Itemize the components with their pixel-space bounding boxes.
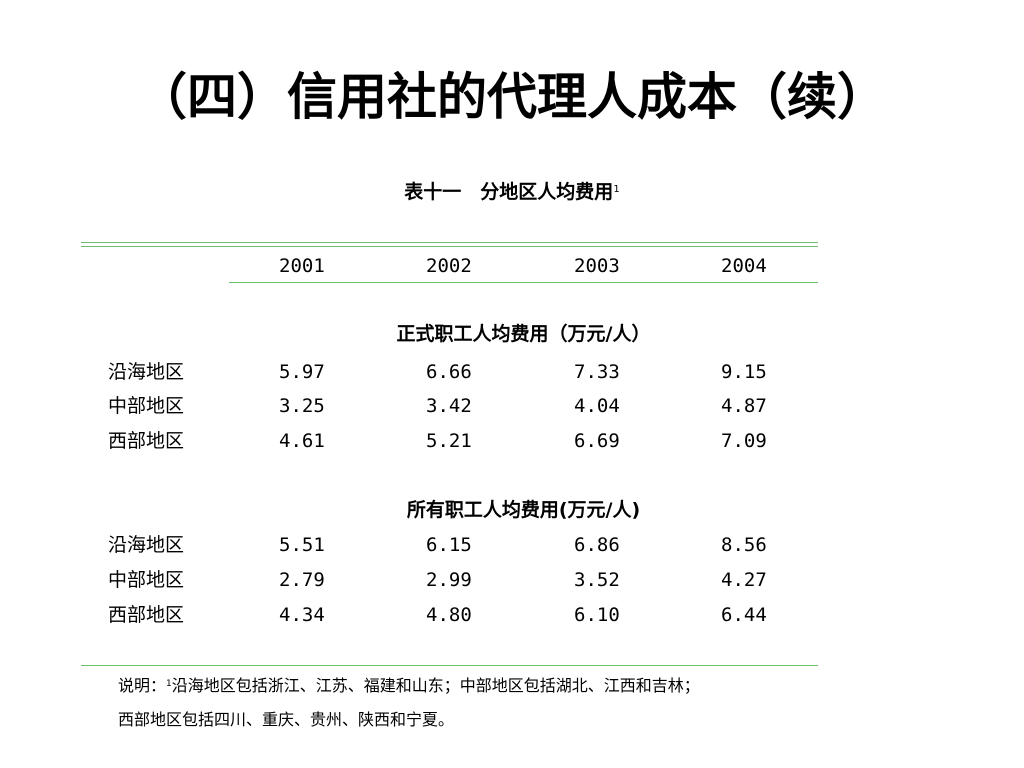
section-heading-all-staff: 所有职工人均费用(万元/人) [406,499,641,521]
table-cell: 4.04 [574,395,620,417]
table-cell: 7.33 [574,361,620,383]
table-cell: 4.61 [279,430,325,452]
table-cell: 6.69 [574,430,620,452]
table-cell: 6.15 [426,534,472,556]
table-cell: 6.66 [426,361,472,383]
caption-footnote-mark: 1 [613,184,620,195]
table-cell: 6.86 [574,534,620,556]
year-header-2003: 2003 [574,255,620,277]
table-cell: 2.79 [279,569,325,591]
table-caption: 表十一 分地区人均费用1 [0,178,1024,206]
table-bottom-rule [81,665,818,666]
note-footnote-mark: 1 [166,679,172,689]
year-header-2002: 2002 [426,255,472,277]
table-cell: 3.42 [426,395,472,417]
row-region: 西部地区 [108,430,185,452]
row-region: 中部地区 [108,395,185,417]
table-cell: 4.87 [721,395,767,417]
row-region: 中部地区 [108,569,185,591]
slide-title: （四）信用社的代理人成本（续） [137,68,887,126]
year-header-2001: 2001 [279,255,325,277]
table-top-rule [81,242,818,243]
table-cell: 4.27 [721,569,767,591]
table-note-line-2: 西部地区包括四川、重庆、贵州、陕西和宁夏。 [118,708,454,732]
table-cell: 6.44 [721,604,767,626]
table-top-rule-2 [81,246,818,247]
table-cell: 5.97 [279,361,325,383]
note-text-1: 沿海地区包括浙江、江苏、福建和山东；中部地区包括湖北、江西和吉林； [171,676,700,695]
table-cell: 6.10 [574,604,620,626]
table-cell: 8.56 [721,534,767,556]
note-text-2: 西部地区包括四川、重庆、贵州、陕西和宁夏。 [118,710,455,729]
row-region: 沿海地区 [108,361,185,383]
table-cell: 7.09 [721,430,767,452]
table-cell: 4.34 [279,604,325,626]
table-cell: 4.80 [426,604,472,626]
year-header-2004: 2004 [721,255,767,277]
row-region: 沿海地区 [108,534,185,556]
table-cell: 9.15 [721,361,767,383]
row-region: 西部地区 [108,604,185,626]
note-prefix: 说明： [118,676,167,695]
table-note-line-1: 说明：1沿海地区包括浙江、江苏、福建和山东；中部地区包括湖北、江西和吉林； [118,674,700,698]
table-cell: 3.52 [574,569,620,591]
section-heading-formal-staff: 正式职工人均费用（万元/人） [396,323,651,345]
table-cell: 3.25 [279,395,325,417]
header-rule [229,282,818,283]
table-cell: 5.21 [426,430,472,452]
table-cell: 5.51 [279,534,325,556]
table-caption-text: 表十一 分地区人均费用 [404,181,614,203]
table-cell: 2.99 [426,569,472,591]
